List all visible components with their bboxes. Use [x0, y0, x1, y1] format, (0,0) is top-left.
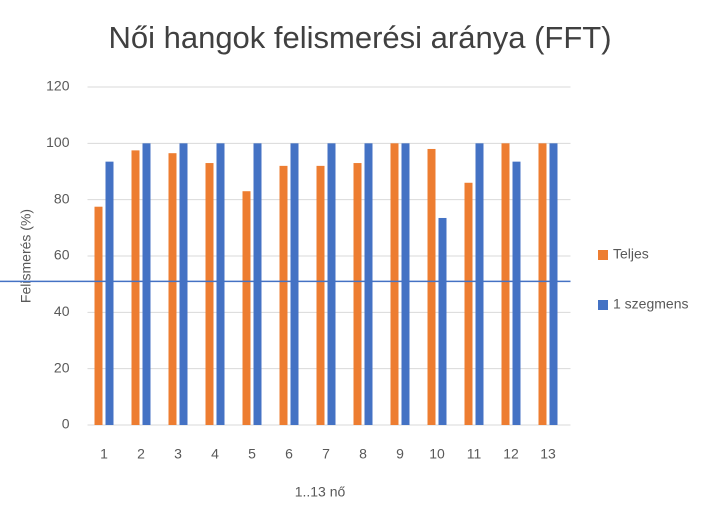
bar: [105, 161, 114, 425]
bar: [290, 143, 299, 426]
x-tick-label: 12: [503, 446, 519, 462]
x-tick-label: 6: [285, 446, 293, 462]
bar: [501, 143, 510, 426]
bar: [205, 163, 214, 426]
bar: [216, 143, 225, 426]
x-tick-label: 3: [174, 446, 182, 462]
bar: [390, 143, 399, 426]
bar: [401, 143, 410, 426]
x-tick-label: 13: [540, 446, 556, 462]
bar: [142, 143, 151, 426]
bar: [438, 217, 447, 425]
bar: [549, 143, 558, 426]
bar: [94, 206, 103, 425]
bar: [253, 143, 262, 426]
legend-swatch: [598, 300, 608, 310]
bar: [427, 148, 436, 425]
bar: [538, 143, 547, 426]
bar: [242, 191, 251, 425]
bar: [131, 150, 140, 425]
x-tick-label: 9: [396, 446, 404, 462]
bar: [464, 182, 473, 425]
bar: [179, 143, 188, 426]
y-axis-label: Felismerés (%): [18, 209, 34, 303]
y-tick-label: 60: [54, 247, 70, 263]
bar: [364, 143, 373, 426]
bar: [512, 161, 521, 425]
y-tick-label: 80: [54, 190, 70, 206]
bar: [316, 165, 325, 425]
y-tick-label: 0: [62, 416, 70, 432]
bar: [475, 143, 484, 426]
x-tick-label: 11: [467, 446, 482, 462]
bar: [353, 163, 362, 426]
bar: [327, 143, 336, 426]
legend-label: Teljes: [613, 246, 649, 262]
chart-title: Női hangok felismerési aránya (FFT): [108, 20, 611, 55]
legend-swatch: [598, 250, 608, 260]
bar: [279, 165, 288, 425]
x-tick-label: 2: [137, 446, 145, 462]
x-tick-label: 5: [248, 446, 256, 462]
y-tick-label: 120: [46, 78, 70, 94]
bar: [168, 153, 177, 426]
x-tick-label: 4: [211, 446, 219, 462]
y-tick-label: 20: [54, 359, 70, 375]
x-tick-label: 8: [359, 446, 367, 462]
y-tick-label: 100: [46, 134, 70, 150]
x-tick-label: 7: [322, 446, 330, 462]
y-tick-label: 40: [54, 303, 70, 319]
x-tick-label: 10: [429, 446, 445, 462]
x-tick-label: 1: [100, 446, 108, 462]
legend-label: 1 szegmens: [613, 296, 688, 312]
x-axis-label: 1..13 nő: [295, 484, 346, 500]
